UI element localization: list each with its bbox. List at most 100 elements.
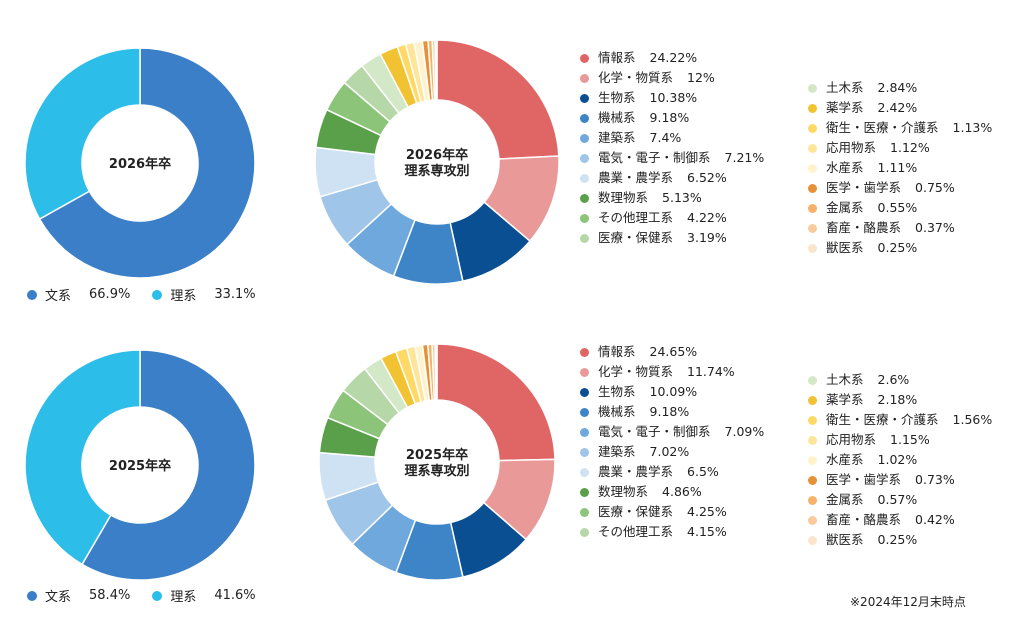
legend-dot <box>808 163 817 173</box>
legend-value: 10.38% <box>649 89 698 105</box>
legend-2026-rikei-col1: 情報系 24.22% 化学・物質系 12% 生物系 10.38% 機械系 9.18% 建築系 7.… <box>580 48 764 248</box>
donut-center-label: 2025年卒 <box>109 458 171 474</box>
legend-dot <box>580 133 589 143</box>
legend-item: その他理工系 4.15% <box>580 522 764 542</box>
legend-label: 生物系 <box>598 89 636 105</box>
legend-value: 1.11% <box>877 159 918 175</box>
legend-label: 畜産・酪農系 <box>826 219 902 235</box>
legend-label: 情報系 <box>598 49 636 65</box>
donut-center-label: 2026年卒 <box>406 147 468 163</box>
donut-2026-overall: 2026年卒 <box>24 47 256 279</box>
footnote: ※2024年12月末時点 <box>850 595 966 609</box>
donut-center-label: 2025年卒 <box>406 447 468 463</box>
legend-dot <box>580 73 589 83</box>
legend-dot-bunkei <box>27 289 37 300</box>
legend-label: 応用物系 <box>826 139 877 155</box>
legend-label: 建築系 <box>598 129 636 145</box>
donut-center-label: 理系専攻別 <box>404 163 469 179</box>
legend-value: 7.4% <box>649 129 682 145</box>
legend-value: 0.73% <box>915 471 955 487</box>
legend-2026-overall: 文系 66.9% 理系 33.1% <box>27 285 278 304</box>
legend-dot <box>808 395 817 405</box>
legend-value: 0.55% <box>877 199 918 215</box>
legend-item: 土木系 2.84% <box>808 78 992 98</box>
legend-dot <box>808 83 817 93</box>
legend-item: 獣医系 0.25% <box>808 238 992 258</box>
legend-dot <box>580 347 589 357</box>
legend-dot <box>808 495 817 505</box>
legend-2025-rikei-col2: 土木系 2.6% 薬学系 2.18% 衛生・医療・介護系 1.56% 応用物系 1.15% 水産… <box>808 370 992 550</box>
legend-item: 医療・保健系 4.25% <box>580 502 764 522</box>
legend-label-bunkei: 文系 <box>45 590 72 605</box>
legend-value: 7.02% <box>649 443 690 459</box>
legend-dot <box>808 475 817 485</box>
legend-dot <box>808 515 817 525</box>
legend-item: 生物系 10.38% <box>580 88 764 108</box>
legend-value-bunkei: 58.4% <box>89 588 131 603</box>
legend-value: 0.75% <box>915 179 955 195</box>
legend-dot <box>808 435 817 445</box>
donut-slice-0 <box>436 39 560 160</box>
legend-item: 医療・保健系 3.19% <box>580 228 764 248</box>
legend-label: 土木系 <box>826 371 864 387</box>
legend-item: 建築系 7.02% <box>580 442 764 462</box>
donut-slice-0 <box>38 47 256 279</box>
legend-dot <box>580 447 589 457</box>
legend-value: 7.09% <box>724 423 765 439</box>
legend-label: 水産系 <box>826 451 864 467</box>
donut-slice-18 <box>434 343 438 401</box>
legend-dot <box>580 387 589 397</box>
legend-item: 衛生・医療・介護系 1.56% <box>808 410 992 430</box>
legend-label: 畜産・酪農系 <box>826 511 902 527</box>
legend-label: 医学・歯学系 <box>826 471 902 487</box>
legend-dot <box>580 367 589 377</box>
legend-dot <box>580 233 589 243</box>
donut-center-label: 2026年卒 <box>109 156 171 172</box>
legend-label: 医学・歯学系 <box>826 179 902 195</box>
legend-dot <box>580 507 589 517</box>
legend-item: その他理工系 4.22% <box>580 208 764 228</box>
legend-dot <box>580 193 589 203</box>
legend-item: 医学・歯学系 0.73% <box>808 470 992 490</box>
legend-item: 機械系 9.18% <box>580 402 764 422</box>
legend-value: 0.57% <box>877 491 918 507</box>
legend-dot <box>808 223 817 233</box>
legend-value: 6.5% <box>687 463 719 479</box>
legend-label: 化学・物質系 <box>598 363 674 379</box>
legend-item: 衛生・医療・介護系 1.13% <box>808 118 992 138</box>
legend-value: 6.52% <box>687 169 727 185</box>
legend-value: 2.42% <box>877 99 918 115</box>
legend-label: 機械系 <box>598 109 636 125</box>
legend-item: 機械系 9.18% <box>580 108 764 128</box>
legend-value: 1.13% <box>952 119 993 135</box>
legend-dot <box>808 535 817 545</box>
legend-dot <box>580 93 589 103</box>
donut-slice-0 <box>81 349 256 581</box>
legend-dot <box>580 467 589 477</box>
legend-value-rikei: 33.1% <box>214 287 256 302</box>
legend-value: 0.37% <box>915 219 955 235</box>
legend-label: 応用物系 <box>826 431 877 447</box>
legend-item: 生物系 10.09% <box>580 382 764 402</box>
legend-label: 金属系 <box>826 199 864 215</box>
legend-label: 生物系 <box>598 383 636 399</box>
legend-item: 金属系 0.57% <box>808 490 992 510</box>
legend-value: 4.15% <box>687 523 727 539</box>
legend-2025-overall: 文系 58.4% 理系 41.6% <box>27 586 278 605</box>
donut-2025-overall: 2025年卒 <box>24 349 256 581</box>
legend-dot <box>580 173 589 183</box>
legend-label: 農業・農学系 <box>598 169 674 185</box>
legend-value: 1.12% <box>890 139 930 155</box>
legend-item: 情報系 24.22% <box>580 48 764 68</box>
legend-item: 数理物系 5.13% <box>580 188 764 208</box>
legend-value: 1.02% <box>877 451 918 467</box>
legend-value: 0.42% <box>915 511 955 527</box>
legend-dot <box>808 375 817 385</box>
legend-value: 9.18% <box>649 109 690 125</box>
donut-slice-0 <box>436 343 556 462</box>
legend-dot <box>808 415 817 425</box>
legend-item: 電気・電子・制御系 7.09% <box>580 422 764 442</box>
legend-label: 情報系 <box>598 343 636 359</box>
legend-label: その他理工系 <box>598 209 674 225</box>
legend-item: 電気・電子・制御系 7.21% <box>580 148 764 168</box>
